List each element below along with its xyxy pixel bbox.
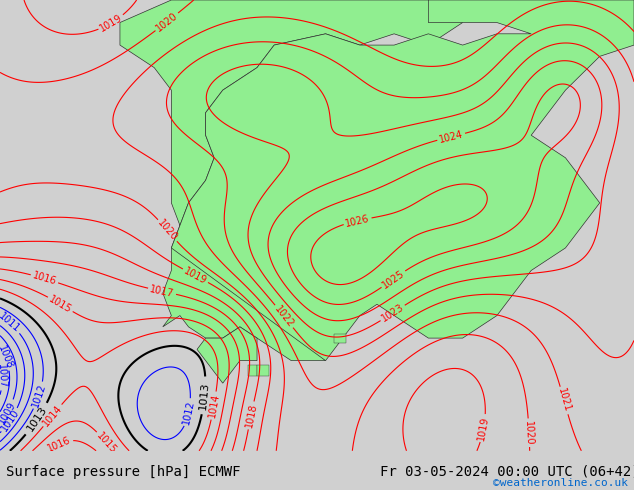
Text: 1019: 1019 (98, 12, 124, 33)
Polygon shape (197, 327, 257, 383)
Text: 1012: 1012 (30, 382, 48, 409)
Text: 1020: 1020 (154, 10, 179, 33)
Text: ©weatheronline.co.uk: ©weatheronline.co.uk (493, 478, 628, 488)
Text: 1011: 1011 (0, 311, 22, 335)
Text: 1017: 1017 (149, 284, 175, 299)
Text: 1013: 1013 (198, 381, 210, 410)
Text: 1012: 1012 (181, 399, 197, 425)
Polygon shape (249, 365, 257, 376)
Text: 1013: 1013 (25, 405, 49, 434)
Polygon shape (257, 365, 269, 376)
Text: 1019: 1019 (477, 415, 491, 441)
Text: 1016: 1016 (46, 435, 73, 453)
Text: 1007: 1007 (0, 364, 8, 389)
Text: 1015: 1015 (94, 430, 119, 455)
Text: 1019: 1019 (183, 266, 209, 286)
Polygon shape (171, 0, 634, 361)
Text: 1020: 1020 (155, 218, 179, 243)
Text: 1022: 1022 (273, 304, 295, 329)
Text: 1014: 1014 (207, 392, 221, 418)
Text: 1018: 1018 (243, 402, 259, 428)
Text: 1014: 1014 (41, 403, 64, 428)
Text: 1010: 1010 (0, 407, 21, 433)
Polygon shape (120, 0, 463, 361)
Polygon shape (334, 334, 346, 343)
Text: Surface pressure [hPa] ECMWF: Surface pressure [hPa] ECMWF (6, 465, 241, 479)
Text: 1008: 1008 (0, 344, 15, 370)
Text: 1026: 1026 (344, 213, 371, 228)
Text: 1021: 1021 (556, 387, 573, 414)
Text: 1015: 1015 (47, 294, 74, 315)
Text: 1009: 1009 (0, 399, 18, 425)
Text: 1025: 1025 (380, 268, 406, 290)
Text: 1016: 1016 (31, 270, 58, 287)
Text: 1024: 1024 (438, 129, 464, 145)
Text: 1023: 1023 (380, 302, 406, 324)
Text: 1020: 1020 (524, 420, 534, 445)
Text: Fr 03-05-2024 00:00 UTC (06+42): Fr 03-05-2024 00:00 UTC (06+42) (380, 465, 634, 479)
